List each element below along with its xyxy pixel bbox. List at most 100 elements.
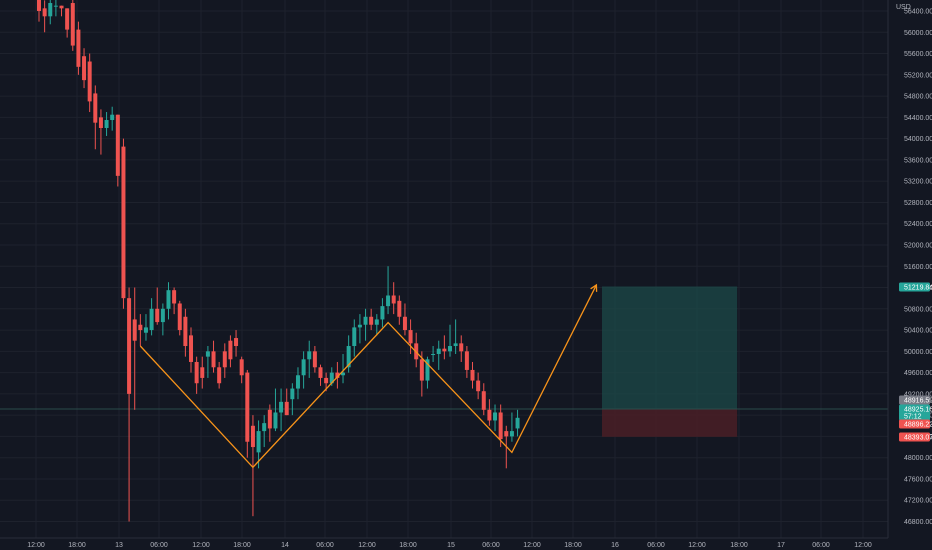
candle-body — [194, 361, 199, 384]
price-tick-label: 54800.00 — [904, 94, 932, 101]
price-tick-label: 46800.00 — [904, 519, 932, 526]
time-tick-label: 18:00 — [68, 542, 86, 549]
price-tick-label: 50800.00 — [904, 306, 932, 313]
stop-zone[interactable] — [602, 408, 738, 437]
price-badge-label: 48393.07 — [904, 435, 932, 442]
candle-body — [357, 324, 362, 328]
candle-body — [470, 369, 475, 381]
candle-body — [76, 29, 81, 67]
candle-body — [312, 351, 317, 368]
candle-body — [324, 377, 329, 384]
candle-body — [425, 359, 430, 381]
price-badge-label: 48925.16 — [904, 407, 932, 414]
price-badge-label: 57:12 — [904, 414, 922, 421]
candle-body — [352, 327, 357, 347]
price-badge — [899, 432, 930, 442]
candle-body — [279, 401, 284, 413]
time-tick-label: 16 — [611, 542, 619, 549]
price-badge-label: 48896.22 — [904, 422, 932, 429]
candle-body — [121, 146, 126, 299]
pattern-drawing[interactable] — [139, 283, 598, 469]
price-tick-label: 56000.00 — [904, 30, 932, 37]
price-badge-label: 51219.84 — [904, 285, 932, 292]
time-tick-label: 15 — [447, 542, 455, 549]
currency-label: USD — [896, 4, 911, 11]
price-badge — [899, 411, 930, 421]
candle-body — [431, 353, 436, 355]
candle-body — [419, 359, 424, 381]
candle-body — [267, 409, 272, 429]
time-tick-label: 12:00 — [688, 542, 706, 549]
candle-body — [98, 117, 103, 128]
candle-body — [346, 346, 351, 368]
time-tick-label: 06:00 — [482, 542, 500, 549]
price-tick-label: 51600.00 — [904, 264, 932, 271]
candle-body — [493, 412, 498, 421]
price-tick-label: 54400.00 — [904, 115, 932, 122]
candle-body — [177, 303, 182, 331]
price-badge — [899, 404, 930, 414]
target-zone[interactable] — [602, 286, 738, 409]
candle-body — [127, 298, 132, 394]
candle-body — [453, 343, 458, 347]
candle-body — [397, 300, 402, 317]
time-tick-label: 06:00 — [150, 542, 168, 549]
time-tick-label: 12:00 — [854, 542, 872, 549]
candle-body — [53, 5, 58, 7]
price-axis-panel[interactable] — [888, 0, 932, 550]
candle-body — [391, 295, 396, 304]
candle-body — [149, 308, 154, 331]
candle-body — [160, 308, 165, 323]
candle-body — [217, 367, 222, 384]
candle-body — [155, 308, 160, 323]
time-tick-label: 18:00 — [564, 542, 582, 549]
time-tick-label: 18:00 — [399, 542, 417, 549]
candle-body — [211, 351, 216, 368]
price-badge — [899, 395, 930, 405]
price-tick-label: 53200.00 — [904, 179, 932, 186]
time-tick-label: 06:00 — [647, 542, 665, 549]
time-tick-label: 18:00 — [730, 542, 748, 549]
time-tick-label: 14 — [281, 542, 289, 549]
candle-body — [436, 348, 441, 354]
candle-body — [487, 409, 492, 421]
candle-body — [143, 327, 148, 333]
candle-body — [402, 316, 407, 331]
candle-body — [87, 61, 92, 102]
candle-body — [172, 290, 177, 304]
candle-body — [273, 412, 278, 429]
candle-body — [42, 8, 47, 17]
candle-body — [138, 324, 143, 331]
zigzag-pattern-line[interactable] — [139, 284, 597, 469]
candle-body — [386, 295, 391, 307]
price-tick-label: 47600.00 — [904, 476, 932, 483]
candle-body — [447, 346, 452, 352]
position-tool[interactable] — [0, 286, 888, 437]
time-tick-label: 06:00 — [812, 542, 830, 549]
time-tick-label: 06:00 — [316, 542, 334, 549]
price-tick-label: 50400.00 — [904, 328, 932, 335]
price-tick-label: 55600.00 — [904, 51, 932, 58]
candle-body — [329, 372, 334, 384]
price-tick-label: 56400.00 — [904, 9, 932, 16]
candle-body — [166, 290, 171, 309]
time-axis[interactable]: 12:00 18:00 13 06:00 12:00 18:00 14 06:00 12:00 1… — [27, 542, 872, 549]
price-badge — [899, 282, 930, 292]
time-tick-label: 12:00 — [523, 542, 541, 549]
price-tick-label: 53600.00 — [904, 157, 932, 164]
time-tick-label: 12:00 — [358, 542, 376, 549]
candle-body — [515, 417, 520, 429]
candle-body — [290, 388, 295, 400]
price-tick-label: 55200.00 — [904, 72, 932, 79]
time-tick-label: 18:00 — [233, 542, 251, 549]
candle-body — [205, 351, 210, 357]
time-tick-label: 13 — [115, 542, 123, 549]
price-badge — [899, 419, 930, 429]
price-tick-label: 49600.00 — [904, 370, 932, 377]
time-tick-label: 17 — [777, 542, 785, 549]
candle-body — [509, 431, 514, 437]
candle-body — [318, 367, 323, 378]
